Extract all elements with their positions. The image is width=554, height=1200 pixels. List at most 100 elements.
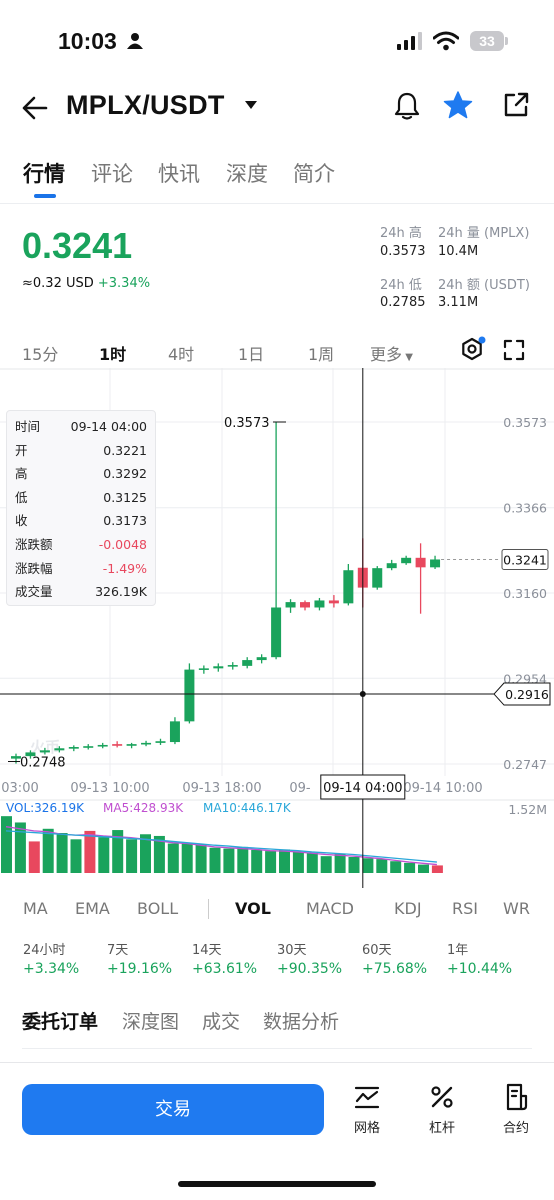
candle-body: [184, 669, 195, 722]
ohlc-close-label: 收: [15, 513, 28, 529]
perf-1y-value: +10.44%: [447, 961, 513, 977]
candle-body: [11, 756, 21, 759]
interval-1w[interactable]: 1周: [308, 345, 335, 364]
tab-news[interactable]: 快讯: [158, 162, 200, 186]
perf-60d-label: 60天: [362, 943, 392, 958]
volume-label: 24h 量 (MPLX): [438, 226, 530, 241]
volume-bar: [376, 859, 388, 873]
interval-more-label: 更多: [370, 345, 403, 364]
order-divider: [22, 1048, 532, 1049]
ohlc-change: -0.0048: [98, 536, 147, 552]
last-price-tag-label: 0.3241: [503, 552, 547, 567]
y-tick-label: 0.3573: [503, 415, 547, 430]
candle-body: [343, 570, 354, 604]
person-icon: [127, 33, 143, 49]
ma5-legend: MA5:428.93K: [103, 801, 184, 815]
interval-1h[interactable]: 1时: [99, 345, 127, 364]
candle-body: [256, 657, 267, 661]
indicator-ema[interactable]: EMA: [75, 899, 110, 918]
volume-bar: [181, 842, 193, 873]
ohlc-open-label: 开: [15, 442, 28, 458]
volume-bar: [362, 858, 374, 873]
volume-bar: [223, 848, 235, 873]
candle-body: [285, 602, 296, 608]
tab-intro[interactable]: 简介: [293, 162, 335, 186]
indicator-macd[interactable]: MACD: [306, 899, 354, 918]
perf-24h-value: +3.34%: [23, 961, 80, 977]
ohlc-pct-label: 涨跌幅: [15, 560, 53, 576]
trade-button[interactable]: 交易: [22, 1084, 324, 1135]
back-arrow-icon[interactable]: [20, 94, 48, 122]
tab-open-orders[interactable]: 委托订单: [22, 1011, 99, 1033]
candle-body: [300, 602, 310, 608]
grid-trading-icon[interactable]: [353, 1083, 381, 1111]
tab-comments[interactable]: 评论: [91, 162, 133, 186]
contract-label[interactable]: 合约: [502, 1121, 529, 1136]
x-tick-label: 03:00: [1, 781, 38, 796]
share-icon[interactable]: [502, 91, 530, 119]
indicator-rsi[interactable]: RSI: [452, 899, 478, 918]
ohlc-time: 09-14 04:00: [70, 419, 147, 434]
ohlc-tooltip: 时间 09-14 04:00 开 0.3221 高 0.3292 低 0.3125 收 0…: [6, 410, 156, 606]
ohlc-open: 0.3221: [103, 442, 147, 458]
perf-30d-value: +90.35%: [277, 961, 343, 977]
volume-bar: [292, 851, 304, 873]
candle-body: [169, 721, 180, 743]
high-value: 0.3573: [380, 244, 426, 259]
candle-body: [415, 557, 426, 568]
candle-body: [25, 752, 36, 757]
last-price-tag: [501, 548, 549, 570]
interval-more[interactable]: 更多 ▼: [370, 341, 413, 365]
tab-trades[interactable]: 成交: [202, 1011, 241, 1033]
x-tick-label: 09-14 10:00: [403, 781, 482, 796]
candle-body: [126, 744, 137, 746]
volume-max-label: 1.52M: [508, 802, 547, 817]
leverage-icon[interactable]: [428, 1083, 456, 1111]
tab-depth-chart[interactable]: 深度图: [122, 1011, 180, 1033]
y-tick-label: 0.3366: [503, 501, 547, 516]
indicator-wr[interactable]: WR: [503, 899, 530, 918]
ohlc-volume: 326.19K: [95, 584, 147, 600]
interval-1d[interactable]: 1日: [238, 345, 265, 364]
interval-4h[interactable]: 4时: [168, 345, 195, 364]
indicator-vol[interactable]: VOL: [235, 899, 271, 918]
volume-bar: [14, 822, 26, 873]
volume-bar: [348, 857, 360, 873]
bell-icon[interactable]: [393, 91, 421, 121]
ohlc-close: 0.3173: [103, 513, 147, 529]
ohlc-change-label: 涨跌额: [15, 536, 53, 552]
contract-icon[interactable]: [503, 1082, 531, 1112]
ohlc-low-label: 低: [15, 489, 28, 505]
tab-market[interactable]: 行情: [23, 162, 65, 186]
volume-bar: [140, 834, 151, 873]
crosshair-dot: [359, 691, 366, 698]
low-label: 24h 低: [380, 278, 422, 293]
favorite-star-icon[interactable]: [443, 90, 473, 120]
indicator-separator: [208, 899, 209, 919]
grid-label[interactable]: 网格: [353, 1121, 380, 1136]
tab-depth[interactable]: 深度: [226, 162, 268, 186]
caret-down-icon[interactable]: [244, 100, 258, 110]
indicator-ma[interactable]: MA: [23, 899, 48, 918]
tab-data-analysis[interactable]: 数据分析: [263, 1011, 340, 1033]
wifi-icon: [433, 31, 459, 51]
candle-body: [430, 559, 441, 568]
interval-15m[interactable]: 15分: [22, 345, 59, 364]
leverage-label[interactable]: 杠杆: [428, 1121, 455, 1136]
candle-body: [112, 744, 123, 746]
volume-bar: [279, 849, 290, 873]
caret-down-icon: ▼: [402, 352, 413, 363]
x-tick-label: 09-13 18:00: [182, 781, 261, 796]
x-tick-label: 09-: [289, 781, 311, 796]
pair-title[interactable]: MPLX/USDT: [66, 90, 225, 120]
volume-bar: [320, 856, 332, 873]
indicator-boll[interactable]: BOLL: [137, 899, 179, 918]
status-time: 10:03: [58, 28, 117, 54]
indicator-kdj[interactable]: KDJ: [394, 899, 422, 918]
cursor-time-tag: [320, 774, 406, 800]
indicator-settings-icon[interactable]: [459, 336, 487, 364]
candle-body: [141, 742, 152, 745]
perf-60d-value: +75.68%: [362, 961, 428, 977]
fullscreen-icon[interactable]: [503, 339, 525, 361]
